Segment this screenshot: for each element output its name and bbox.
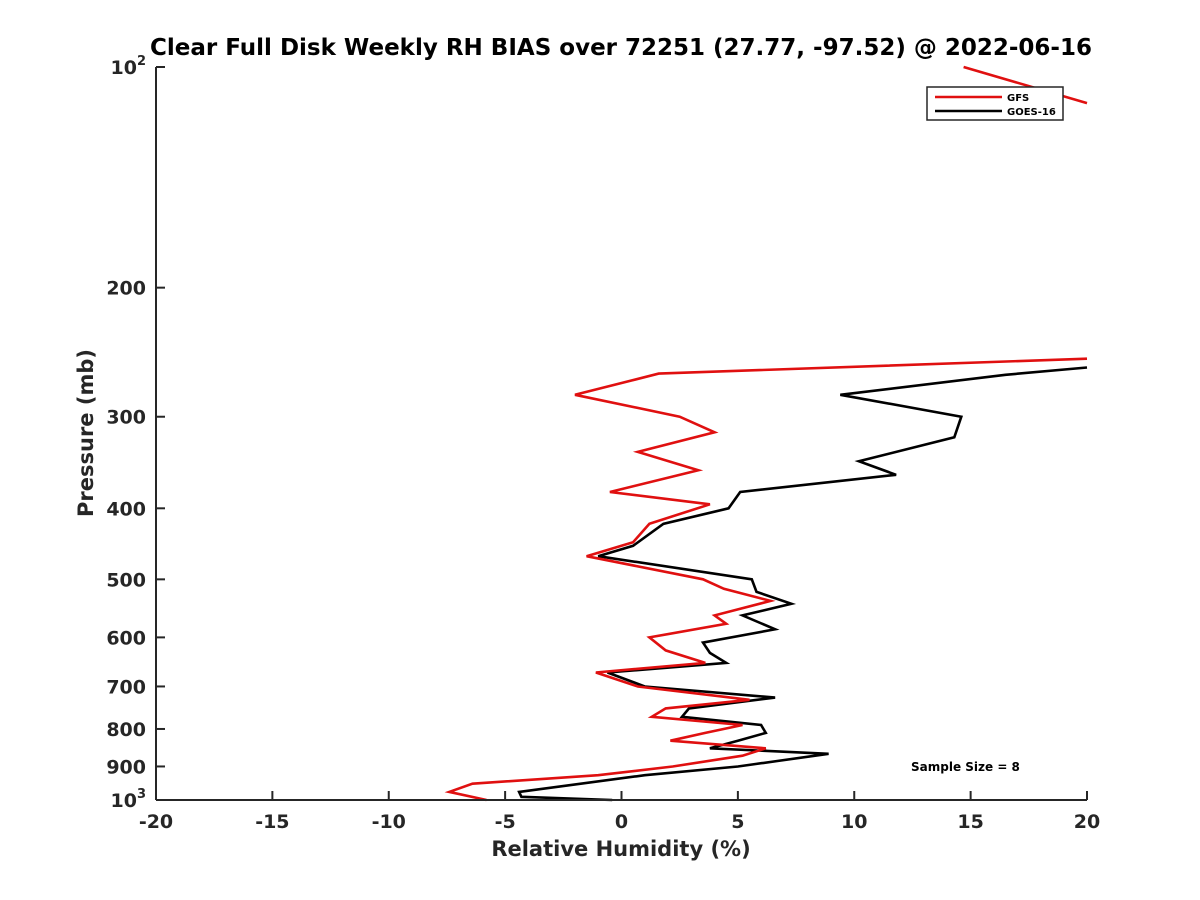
y-tick-label: 800: [106, 719, 146, 741]
x-tick-label: -15: [255, 811, 289, 833]
axes: [155, 67, 1087, 801]
x-tick-label: 0: [615, 811, 628, 833]
x-tick-label: 20: [1074, 811, 1100, 833]
y-axis-label: Pressure (mb): [74, 349, 98, 517]
x-axis-label: Relative Humidity (%): [491, 837, 750, 861]
tick-layer: -20 -15 -10 -5 0 5 10 15 20 102 200 300 400 500 600 700…: [106, 54, 1100, 833]
series-line-gfs-offscale: [963, 65, 1088, 105]
series-layer: [444, 65, 1088, 802]
x-tick-label: 10: [841, 811, 867, 833]
x-tick-label: -10: [372, 811, 406, 833]
series-line-gfs: [444, 357, 1088, 802]
legend-box: [926, 86, 1064, 121]
legend-label-goes-16: GOES-16: [1007, 107, 1056, 118]
y-tick-label: 102: [111, 54, 147, 79]
sample-size-annotation: Sample Size = 8: [911, 760, 1020, 774]
y-tick-label: 500: [106, 569, 146, 591]
y-tick-label: 900: [106, 756, 146, 778]
legend: GFS GOES-16: [926, 86, 1064, 121]
y-tick-label: 103: [111, 787, 147, 812]
y-tick-label: 400: [106, 498, 146, 520]
y-tick-label: 300: [106, 407, 146, 429]
x-tick-label: 5: [731, 811, 744, 833]
chart-title: Clear Full Disk Weekly RH BIAS over 7225…: [150, 35, 1092, 61]
y-tick-label: 200: [106, 278, 146, 300]
x-tick-label: -20: [139, 811, 173, 833]
series-line-goes-16: [517, 366, 1088, 802]
legend-label-gfs: GFS: [1007, 93, 1029, 104]
x-tick-label: 15: [957, 811, 983, 833]
x-tick-label: -5: [495, 811, 516, 833]
y-tick-label: 700: [106, 676, 146, 698]
y-tick-label: 600: [106, 627, 146, 649]
